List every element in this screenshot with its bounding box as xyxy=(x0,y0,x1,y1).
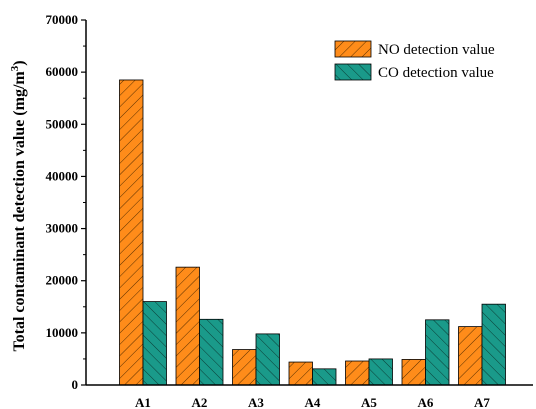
legend-swatch-co xyxy=(334,63,372,81)
y-axis-ticks: 0 10000 20000 30000 40000 50000 60000 70000 xyxy=(46,12,86,392)
legend-label-no: NO detection value xyxy=(378,42,495,58)
y-tick-label: 0 xyxy=(72,377,79,392)
y-tick-label: 30000 xyxy=(46,221,79,236)
bar-no-a2 xyxy=(175,266,200,386)
y-tick-label: 50000 xyxy=(46,116,79,131)
x-tick-label: A3 xyxy=(248,395,264,409)
bar-co-a2 xyxy=(199,318,224,386)
x-tick-label: A5 xyxy=(361,395,377,409)
x-tick-label: A6 xyxy=(418,395,434,409)
bars xyxy=(119,79,506,386)
y-tick-label: 60000 xyxy=(46,64,79,79)
y-tick-label: 70000 xyxy=(46,12,79,27)
bar-co-a6 xyxy=(425,319,450,386)
x-tick-label: A7 xyxy=(474,395,490,409)
legend: NO detection value CO detection value xyxy=(334,40,495,81)
y-tick-label: 20000 xyxy=(46,273,79,288)
y-tick-label: 10000 xyxy=(46,325,79,340)
y-tick-label: 40000 xyxy=(46,168,79,183)
bar-co-a4 xyxy=(312,368,337,386)
bar-co-a1 xyxy=(142,301,167,386)
x-tick-label: A4 xyxy=(305,395,321,409)
bar-co-a5 xyxy=(368,358,393,386)
bar-no-a4 xyxy=(288,361,313,386)
x-tick-label: A2 xyxy=(192,395,208,409)
bar-co-a3 xyxy=(255,333,280,386)
x-axis-ticks: A1 A2 A3 A4 A5 A6 A7 xyxy=(135,395,490,409)
bar-no-a7 xyxy=(458,326,483,386)
legend-swatch-no xyxy=(334,40,372,58)
bar-co-a7 xyxy=(481,303,506,386)
bar-no-a3 xyxy=(232,349,257,386)
bar-no-a5 xyxy=(345,360,370,386)
y-axis-label: Total contaminant detection value (mg/m3… xyxy=(9,60,28,351)
bar-no-a6 xyxy=(401,359,426,386)
x-tick-label: A1 xyxy=(135,395,151,409)
bar-no-a1 xyxy=(119,79,144,386)
legend-label-co: CO detection value xyxy=(378,65,494,81)
